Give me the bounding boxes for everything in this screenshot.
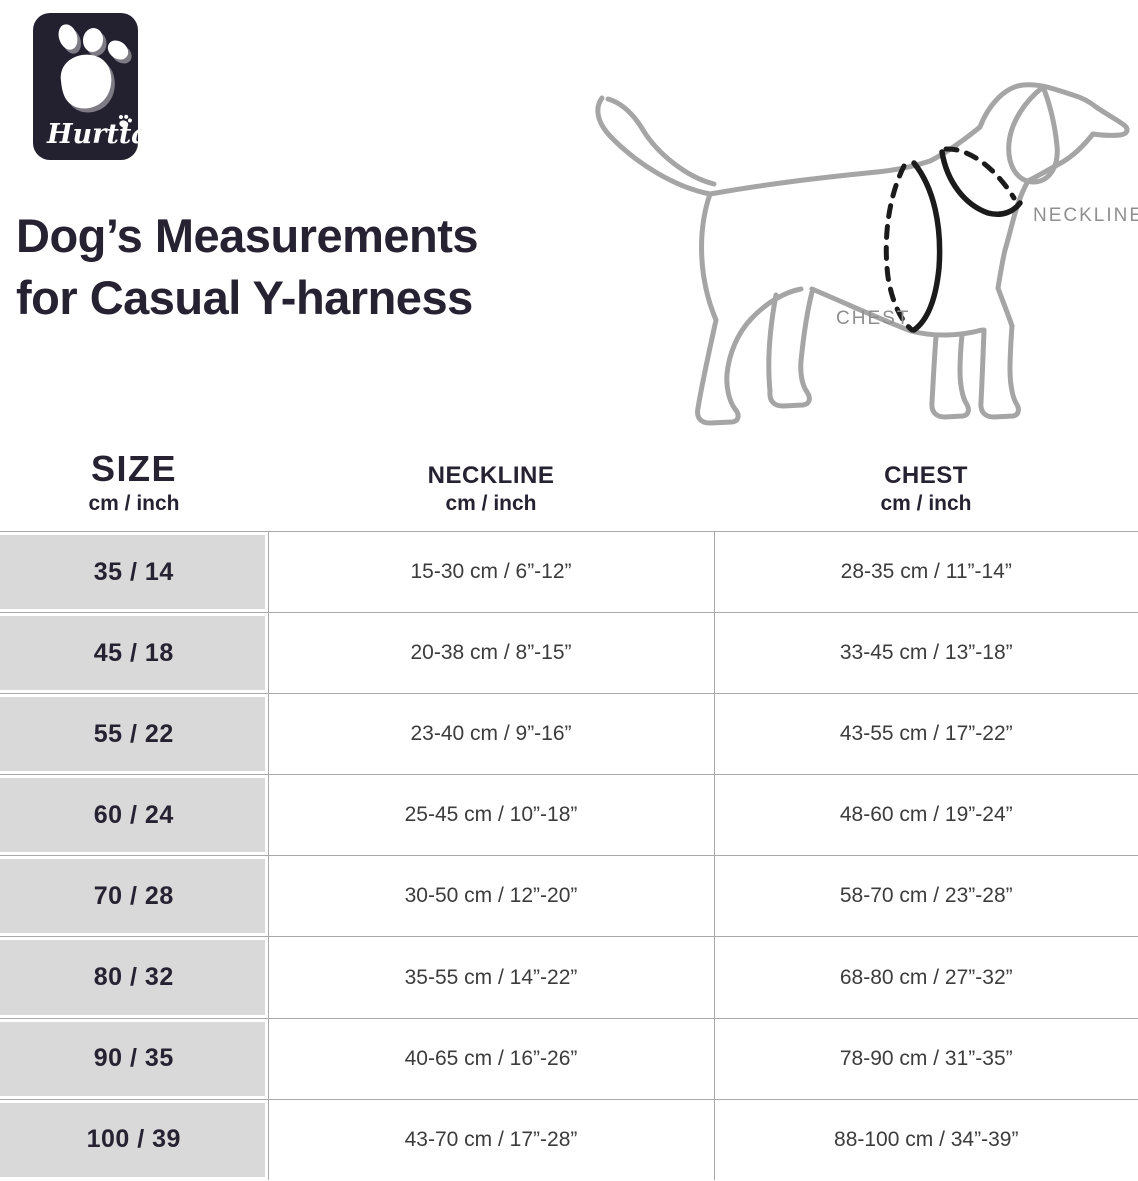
dog-front-paw-far: [929, 332, 971, 420]
chest-cell: 28-35 cm / 11”-14”: [714, 530, 1138, 613]
dog-back: [707, 158, 933, 197]
table-header-row: SIZE cm / inch NECKLINE cm / inch CHEST …: [0, 448, 1138, 532]
size-cell: 100 / 39: [0, 1098, 268, 1180]
chest-girth-solid: [911, 160, 943, 333]
neckline-collar-solid: [939, 149, 1023, 217]
size-cell: 80 / 32: [0, 936, 268, 1019]
dog-hind-paw: [695, 371, 741, 426]
chest-cell: 33-45 cm / 13”-18”: [714, 612, 1138, 694]
size-cell: 45 / 18: [0, 612, 268, 694]
size-header-label: SIZE: [90, 448, 177, 489]
chest-cell: 88-100 cm / 34”-39”: [714, 1098, 1138, 1180]
table-row: 80 / 32 35-55 cm / 14”-22” 68-80 cm / 27…: [0, 936, 1138, 1019]
dog-jaw: [1025, 131, 1096, 184]
neckline-cell: 23-40 cm / 9”-16”: [267, 693, 715, 775]
neckline-cell: 43-70 cm / 17”-28”: [267, 1098, 715, 1180]
neckline-cell: 30-50 cm / 12”-20”: [267, 855, 715, 937]
neckline-header-unit: cm / inch: [445, 492, 537, 515]
neckline-cell: 20-38 cm / 8”-15”: [267, 612, 715, 694]
chest-header-label: CHEST: [884, 462, 968, 489]
table-row: 60 / 24 25-45 cm / 10”-18” 48-60 cm / 19…: [0, 774, 1138, 856]
dog-brisket: [908, 327, 985, 338]
chest-header-unit: cm / inch: [880, 492, 972, 515]
size-table: SIZE cm / inch NECKLINE cm / inch CHEST …: [0, 448, 1138, 1180]
dog-belly: [809, 286, 914, 334]
paw-icon: [58, 24, 129, 109]
size-cell: 55 / 22: [0, 693, 268, 775]
neckline-cell: 35-55 cm / 14”-22”: [267, 936, 715, 1019]
dog-diagram: NECKLINE CHEST: [595, 82, 1138, 426]
mini-paw-icon: [119, 114, 132, 128]
chest-cell: 48-60 cm / 19”-24”: [714, 774, 1138, 856]
size-header-unit: cm / inch: [88, 492, 180, 515]
dog-ear: [1006, 84, 1060, 185]
page-title: Dog’s Measurements for Casual Y-harness: [16, 205, 479, 329]
table-row: 90 / 35 40-65 cm / 16”-26” 78-90 cm / 31…: [0, 1017, 1138, 1100]
dog-front-leg-near: [978, 327, 987, 405]
size-cell: 60 / 24: [0, 774, 268, 856]
chest-column-header: CHEST cm / inch: [714, 448, 1138, 532]
dog-head: [927, 82, 1130, 164]
dog-hind-paw2: [767, 289, 815, 409]
page-title-line1: Dog’s Measurements: [16, 209, 479, 262]
neckline-header-label: NECKLINE: [427, 462, 555, 489]
neckline-cell: 15-30 cm / 6”-12”: [267, 530, 715, 613]
size-column-header: SIZE cm / inch: [0, 448, 268, 532]
dog-hind-leg-front-edge: [695, 191, 719, 411]
size-cell: 70 / 28: [0, 855, 268, 937]
table-row: 35 / 14 15-30 cm / 6”-12” 28-35 cm / 11”…: [0, 530, 1138, 613]
size-cell: 90 / 35: [0, 1017, 268, 1100]
dog-tail-outline: [595, 95, 713, 197]
dog-tail-inner: [605, 96, 717, 187]
table-row: 70 / 28 30-50 cm / 12”-20” 58-70 cm / 23…: [0, 855, 1138, 937]
dog-front-leg-far: [929, 334, 939, 405]
chest-girth-dashed: [883, 163, 915, 333]
table-row: 45 / 18 20-38 cm / 8”-15” 33-45 cm / 13”…: [0, 612, 1138, 694]
neckline-cell: 25-45 cm / 10”-18”: [267, 774, 715, 856]
dog-front-paw-near: [978, 323, 1021, 420]
chest-cell: 68-80 cm / 27”-32”: [714, 936, 1138, 1019]
size-cell: 35 / 14: [0, 530, 268, 613]
chest-cell: 78-90 cm / 31”-35”: [714, 1017, 1138, 1100]
neckline-cell: 40-65 cm / 16”-26”: [267, 1017, 715, 1100]
hurtta-logo: Hurtta: [33, 13, 138, 160]
neckline-dashed: [943, 146, 1017, 201]
size-table-body: 35 / 14 15-30 cm / 6”-12” 28-35 cm / 11”…: [0, 530, 1138, 1180]
table-row: 100 / 39 43-70 cm / 17”-28” 88-100 cm / …: [0, 1098, 1138, 1180]
table-row: 55 / 22 23-40 cm / 9”-16” 43-55 cm / 17”…: [0, 693, 1138, 775]
chest-cell: 58-70 cm / 23”-28”: [714, 855, 1138, 937]
chest-diagram-label: CHEST: [836, 308, 910, 329]
dog-chest-front: [995, 285, 1015, 329]
chest-cell: 43-55 cm / 17”-22”: [714, 693, 1138, 775]
dog-hock: [724, 286, 804, 377]
page-title-line2: for Casual Y-harness: [16, 271, 473, 324]
dog-hind-leg2: [766, 292, 779, 394]
neckline-column-header: NECKLINE cm / inch: [268, 448, 714, 532]
dog-neck-front: [995, 178, 1031, 291]
neckline-diagram-label: NECKLINE: [1033, 205, 1138, 226]
